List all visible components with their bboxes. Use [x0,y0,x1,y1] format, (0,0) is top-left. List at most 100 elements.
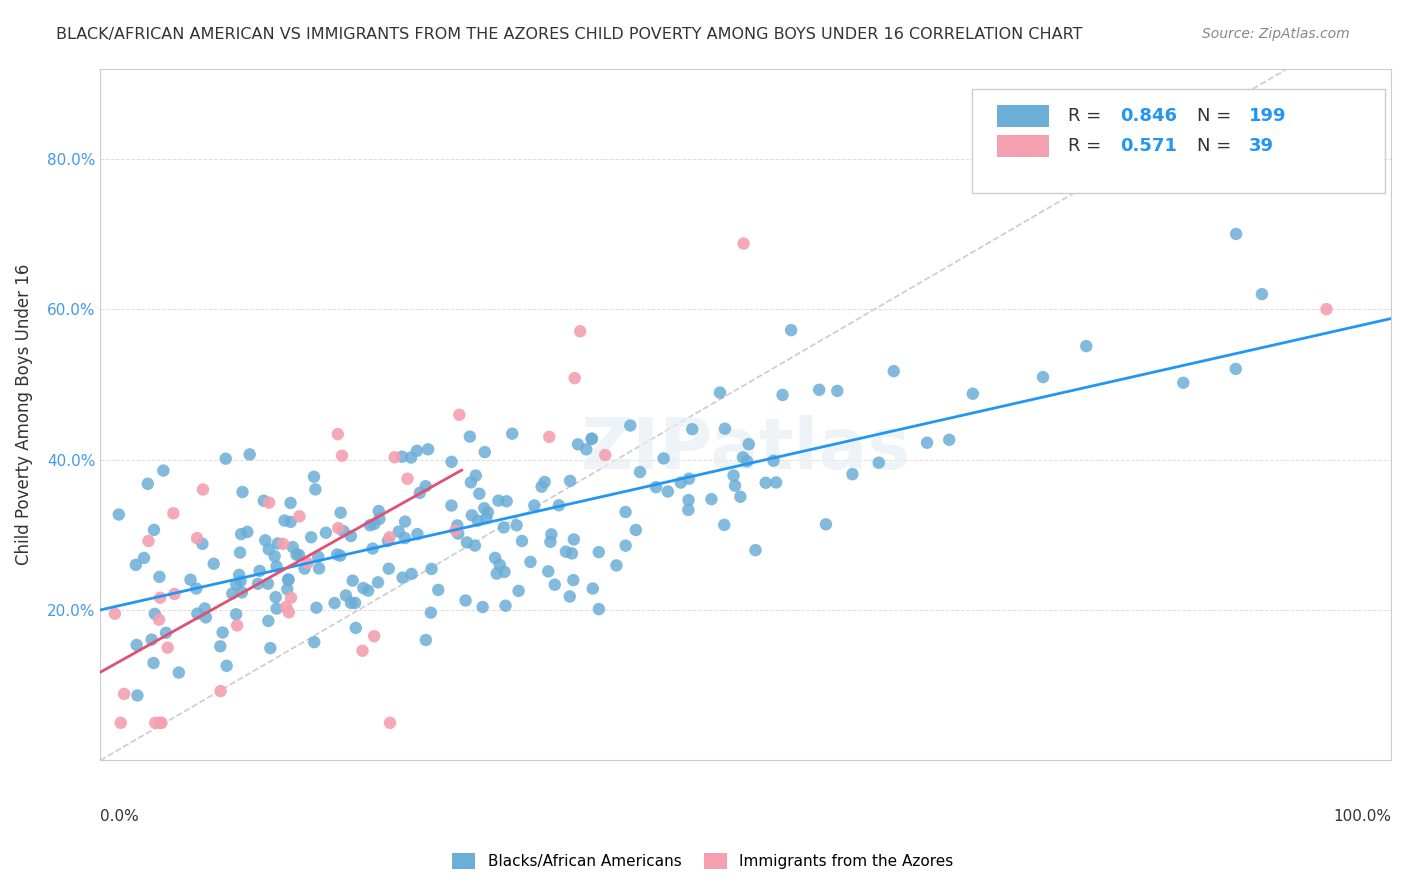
Point [277,605,299,619]
Point [561,546,583,560]
Point [231,485,253,500]
Point [228,567,250,582]
Point [112,687,135,701]
Point [538,534,561,549]
Point [456,535,478,549]
Point [152,464,174,478]
Point [226,618,249,632]
Point [107,508,129,522]
Point [142,656,165,670]
Point [1225,227,1247,241]
Point [700,492,723,507]
Point [267,536,290,550]
Point [464,468,486,483]
Point [246,576,269,591]
Point [305,600,328,615]
Point [538,430,561,444]
Point [143,523,166,537]
Point [254,533,277,548]
Point [474,445,496,459]
Point [194,610,217,624]
Point [225,577,247,591]
Point [335,588,357,602]
Point [378,530,401,544]
Point [406,527,429,541]
Point [388,524,411,539]
Point [415,479,437,493]
Point [558,474,581,488]
Point [326,548,349,562]
Point [1173,376,1195,390]
Point [709,385,731,400]
Point [501,426,523,441]
Point [588,545,610,559]
Point [1315,302,1337,317]
Point [357,583,380,598]
Point [645,480,668,494]
Point [143,715,166,730]
Point [377,562,399,576]
Point [302,469,325,483]
Point [125,638,148,652]
Point [523,499,546,513]
Text: R =: R = [1069,137,1108,155]
Point [540,527,562,541]
Point [548,498,571,512]
Y-axis label: Child Poverty Among Boys Under 16: Child Poverty Among Boys Under 16 [15,264,32,566]
Point [215,658,238,673]
Point [163,587,186,601]
Point [352,581,374,595]
Point [1225,362,1247,376]
Point [418,442,440,457]
Point [229,574,252,588]
Point [569,324,592,338]
Text: 39: 39 [1249,137,1274,155]
Point [938,433,960,447]
Point [471,599,494,614]
Point [148,613,170,627]
Point [915,435,938,450]
Point [344,596,367,610]
Point [315,525,337,540]
Point [510,534,533,549]
Point [755,475,778,490]
Point [231,585,253,599]
Point [554,544,576,558]
Point [363,516,385,531]
Text: 0.0%: 0.0% [100,809,139,824]
Point [488,558,510,572]
Point [744,543,766,558]
Point [492,520,515,534]
FancyBboxPatch shape [972,89,1385,193]
FancyBboxPatch shape [997,135,1049,157]
Point [141,632,163,647]
Point [277,573,299,587]
Point [669,475,692,490]
Point [352,644,374,658]
Point [342,574,364,588]
Text: 100.0%: 100.0% [1333,809,1391,824]
Text: R =: R = [1069,106,1108,125]
Point [274,599,297,614]
Point [1076,339,1098,353]
Point [657,484,679,499]
Point [883,364,905,378]
Point [420,562,443,576]
Point [427,582,450,597]
Point [328,521,350,535]
Point [588,602,610,616]
Point [288,548,311,562]
Point [628,465,651,479]
Point [488,493,510,508]
Point [186,607,208,621]
Point [329,506,352,520]
Point [446,518,468,533]
Point [714,422,737,436]
Point [156,640,179,655]
Point [266,559,288,574]
Point [461,508,484,523]
Point [308,561,330,575]
Point [391,450,413,464]
Point [367,575,389,590]
Point [179,573,201,587]
